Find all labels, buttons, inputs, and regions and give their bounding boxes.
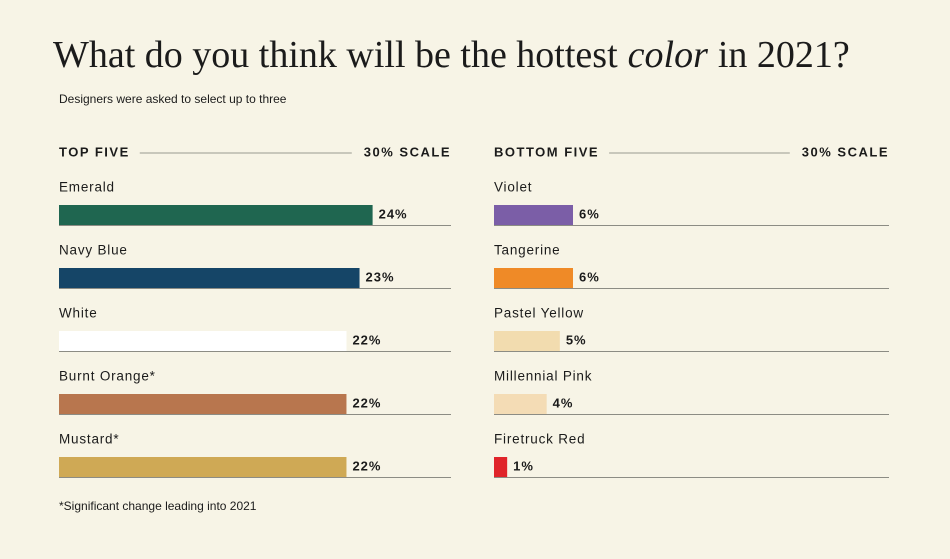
category-label: Emerald	[59, 180, 115, 195]
category-label: Tangerine	[494, 243, 561, 258]
category-label: Firetruck Red	[494, 432, 585, 447]
subtitle: Designers were asked to select up to thr…	[59, 92, 287, 106]
bar	[59, 394, 347, 414]
bar	[494, 331, 560, 351]
value-label: 6%	[579, 206, 600, 221]
bar	[494, 394, 547, 414]
value-label: 22%	[352, 395, 381, 410]
category-label: White	[59, 306, 98, 321]
scale-label: 30% SCALE	[802, 144, 889, 159]
chart-title: What do you think will be the hottest col…	[53, 34, 850, 76]
category-label: Millennial Pink	[494, 369, 592, 384]
category-label: Burnt Orange*	[59, 369, 156, 384]
category-label: Mustard*	[59, 432, 119, 447]
scale-label: 30% SCALE	[364, 144, 451, 159]
value-label: 22%	[352, 332, 381, 347]
bar	[59, 331, 347, 351]
bar	[494, 205, 573, 225]
panel-title: BOTTOM FIVE	[494, 144, 599, 159]
title-part: in 2021?	[718, 34, 850, 76]
bar	[59, 268, 360, 288]
title-part: color	[628, 34, 708, 76]
value-label: 1%	[513, 458, 534, 473]
value-label: 22%	[352, 458, 381, 473]
category-label: Violet	[494, 180, 532, 195]
panel-title: TOP FIVE	[59, 144, 130, 159]
bar	[494, 268, 573, 288]
value-label: 6%	[579, 269, 600, 284]
value-label: 23%	[366, 269, 395, 284]
title-part: What do you think will be the hottest	[53, 34, 618, 76]
category-label: Navy Blue	[59, 243, 128, 258]
footnote: *Significant change leading into 2021	[59, 499, 257, 513]
value-label: 24%	[379, 206, 408, 221]
bar	[59, 457, 347, 477]
bar	[59, 205, 373, 225]
category-label: Pastel Yellow	[494, 306, 584, 321]
value-label: 4%	[553, 395, 574, 410]
bar	[494, 457, 508, 477]
value-label: 5%	[566, 332, 587, 347]
